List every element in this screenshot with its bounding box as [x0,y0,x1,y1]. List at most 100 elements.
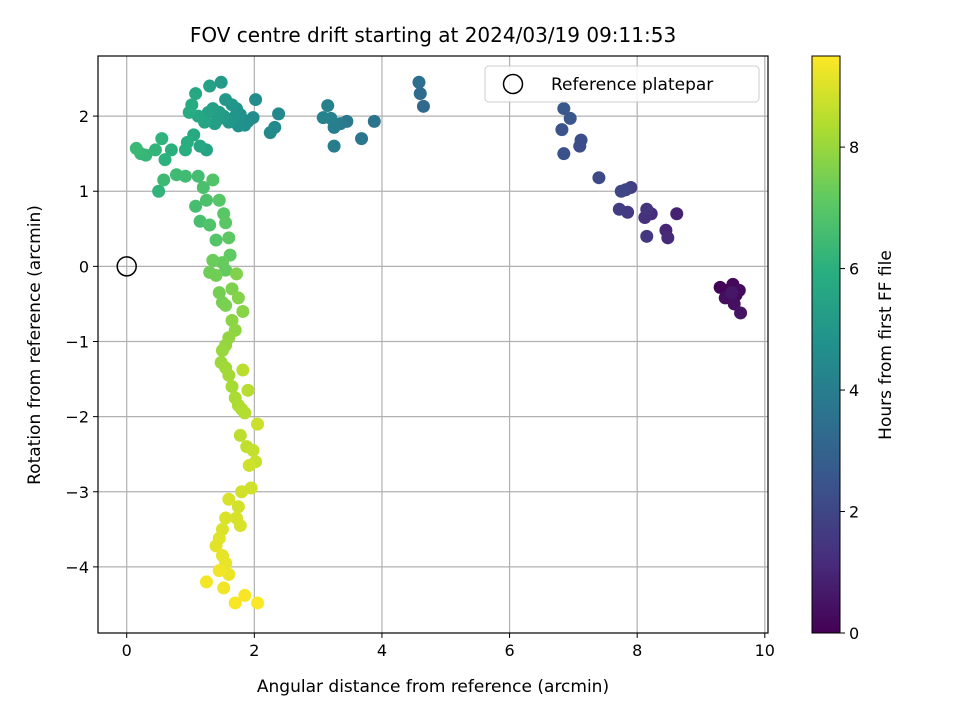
data-point [209,268,223,282]
x-axis-ticks: 0 2 4 6 8 10 [122,633,775,660]
y-tick-label: −1 [65,332,89,351]
data-point [725,286,739,300]
data-point [225,313,239,327]
data-point [215,344,229,358]
x-axis-label: Angular distance from reference (arcmin) [257,677,609,697]
data-point [640,229,654,243]
data-point [236,363,250,377]
data-point [251,417,265,431]
colorbar-tick-label: 6 [849,260,859,279]
y-tick-label: 1 [79,182,89,201]
y-tick-label: 0 [79,257,89,276]
data-point [661,231,675,245]
colorbar-tick-label: 4 [849,381,859,400]
data-point [219,93,233,107]
data-point [225,282,239,296]
data-point [209,539,223,553]
data-point [189,87,203,101]
data-point [182,105,196,119]
data-point [316,111,330,125]
data-point [203,79,217,93]
legend-entry-label: Reference platepar [551,75,713,95]
data-point [251,596,265,610]
data-point [222,231,236,245]
data-point [734,306,748,320]
data-point [557,147,571,161]
y-axis-label: Rotation from reference (arcmin) [25,205,45,485]
colorbar-label: Hours from first FF file [876,250,896,440]
x-tick-label: 10 [755,641,775,660]
data-point [129,141,143,155]
data-point [246,443,260,457]
data-point [225,380,239,394]
data-point [217,581,231,595]
colorbar-tick-label: 0 [849,624,859,643]
data-point [416,99,430,113]
data-point [241,383,255,397]
data-point [206,173,220,187]
x-tick-label: 8 [632,641,642,660]
y-tick-label: −2 [65,408,89,427]
data-point [222,368,236,382]
data-point [236,304,250,318]
data-point [157,173,171,187]
data-point [413,87,427,101]
x-tick-label: 6 [504,641,514,660]
data-point [219,216,233,230]
data-point [592,171,606,185]
data-point [206,253,220,267]
data-point [219,298,233,312]
y-tick-label: −4 [65,558,89,577]
data-point [670,207,684,221]
data-point [263,126,277,140]
reference-platepar-marker [116,256,137,277]
colorbar-tick-label: 8 [849,138,859,157]
data-point [557,102,571,116]
legend-marker-icon [502,73,524,95]
data-point [727,297,741,311]
colorbar-ticks: 0 2 4 6 8 [840,138,859,643]
data-point [191,169,205,183]
data-point [219,511,233,525]
data-point [233,428,247,442]
y-axis-ticks: −4 −3 −2 −1 0 1 2 [65,107,98,577]
data-point [199,575,213,589]
data-point [208,117,222,131]
data-point [563,111,577,125]
data-point [574,133,588,147]
data-point [155,132,169,146]
y-tick-label: 2 [79,107,89,126]
data-point [555,123,569,137]
data-point [327,139,341,153]
data-point [272,107,286,121]
data-point [321,99,335,113]
y-tick-label: −3 [65,483,89,502]
data-point [235,485,249,499]
data-point [231,500,245,514]
data-point [212,564,226,578]
x-tick-label: 2 [249,641,259,660]
data-points [129,75,748,610]
data-point [228,596,242,610]
data-point [209,233,223,247]
data-point [412,75,426,89]
data-point [203,218,217,232]
data-point [196,180,210,194]
data-point [212,286,226,300]
data-point [242,458,256,472]
data-point [233,519,247,533]
data-point [193,139,207,153]
legend-box [484,65,760,103]
data-point [199,193,213,207]
plot-frame [97,55,769,634]
data-point [238,588,252,602]
data-point [249,93,263,107]
data-point [152,184,166,198]
data-point [222,492,236,506]
data-point [612,202,626,216]
x-tick-label: 4 [377,641,387,660]
data-point [214,75,228,89]
data-point [178,143,192,157]
data-point [164,143,178,157]
